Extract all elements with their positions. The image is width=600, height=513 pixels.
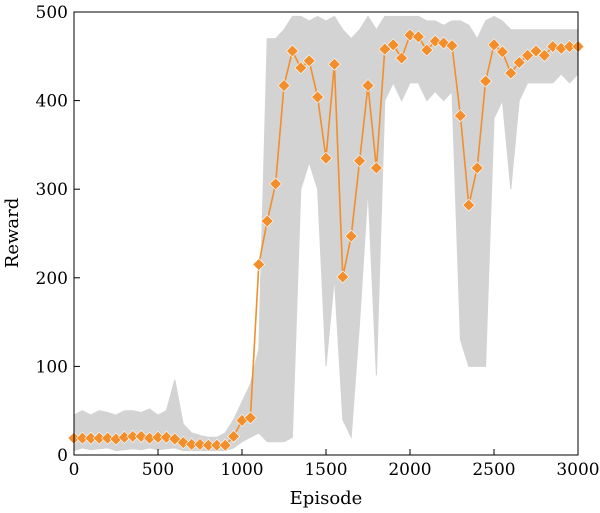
smoothed-reward-point <box>252 258 266 271</box>
x-tick-label: 1500 <box>304 460 347 480</box>
smoothed-reward-point <box>294 61 308 75</box>
smoothed-reward-point <box>521 48 535 62</box>
raw-reward-band <box>73 15 579 452</box>
smoothed-reward-point <box>462 198 476 212</box>
smoothed-reward-point <box>495 45 509 59</box>
smoothed-reward-point <box>159 430 173 444</box>
smoothed-reward-point <box>302 54 316 68</box>
smoothed-reward-point <box>369 161 383 175</box>
x-tick-label: 3000 <box>556 460 599 480</box>
smoothed-reward-point <box>277 79 291 92</box>
x-tick-label: 2000 <box>388 460 431 480</box>
raw-reward-area <box>73 15 579 452</box>
y-tick-label: 100 <box>36 357 68 377</box>
smoothed-reward-point <box>445 39 459 53</box>
smoothed-reward-point <box>218 438 232 452</box>
smoothed-reward-point <box>361 79 375 92</box>
smoothed-reward-point <box>395 51 409 65</box>
x-tick-label: 500 <box>142 460 174 480</box>
y-tick-label: 400 <box>36 92 68 112</box>
smoothed-reward-point <box>546 40 560 53</box>
x-tick-label: 2500 <box>472 460 515 480</box>
smoothed-reward-point <box>512 56 526 69</box>
y-axis-ticks: 0 100 200 300 400 500 <box>36 3 80 466</box>
y-tick-label: 500 <box>36 3 68 23</box>
smoothed-reward-point <box>176 436 190 450</box>
smoothed-reward-point <box>487 38 501 52</box>
y-tick-label: 0 <box>57 446 68 466</box>
smoothed-reward-point <box>327 57 341 71</box>
smoothed-reward-point <box>336 270 350 284</box>
smoothed-reward-point <box>344 229 358 243</box>
smoothed-reward-point <box>537 48 551 62</box>
y-tick-label: 200 <box>36 269 68 289</box>
y-tick-label: 300 <box>36 180 68 200</box>
smoothed-reward-point <box>411 30 425 44</box>
smoothed-reward-point <box>134 429 148 443</box>
smoothed-reward-point <box>285 44 299 58</box>
smoothed-reward-point <box>227 429 241 443</box>
smoothed-reward-point <box>453 109 467 123</box>
smoothed-reward-markers <box>67 28 585 452</box>
smoothed-reward-point <box>311 90 325 104</box>
smoothed-reward-point <box>378 42 392 56</box>
x-tick-label: 1000 <box>220 460 263 480</box>
x-axis-title: Episode <box>290 488 363 509</box>
smoothed-reward-point <box>193 437 207 451</box>
smoothed-reward-point <box>420 43 434 57</box>
smoothed-reward-point <box>101 431 115 445</box>
smoothed-reward-point <box>403 28 417 42</box>
x-axis-ticks: 0 500 1000 1500 2000 2500 3000 <box>69 449 600 480</box>
smoothed-reward-point <box>529 44 543 58</box>
smoothed-reward-point <box>504 66 518 80</box>
smoothed-reward-point <box>386 38 400 52</box>
smoothed-reward-point <box>260 214 274 228</box>
smoothed-reward-point <box>428 34 442 48</box>
smoothed-reward-point <box>470 161 484 175</box>
x-tick-label: 0 <box>69 460 80 480</box>
smoothed-reward-point <box>269 177 283 191</box>
smoothed-reward-point <box>353 154 367 168</box>
smoothed-reward-point <box>479 74 493 88</box>
smoothed-reward-point <box>319 151 333 165</box>
y-axis-title: Reward <box>2 198 23 268</box>
smoothed-reward-point <box>243 411 257 425</box>
